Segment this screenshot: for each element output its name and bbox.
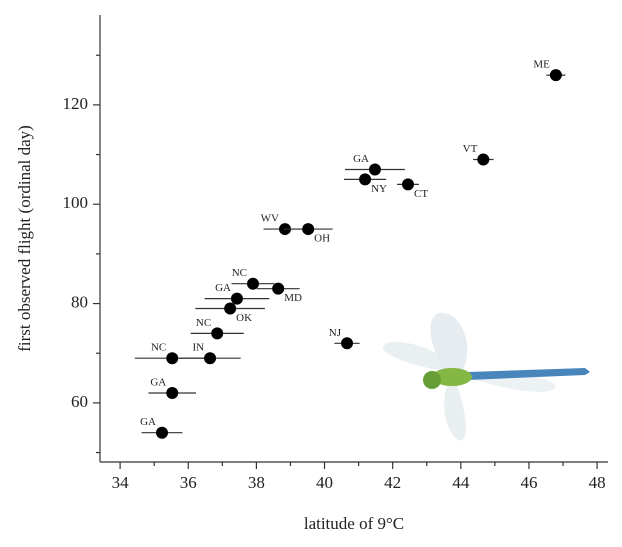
x-tick-label: 48 (589, 473, 606, 492)
point (166, 352, 179, 365)
x-tick-label: 44 (452, 473, 470, 492)
point (368, 163, 381, 176)
point (246, 277, 259, 290)
x-tick-label: 34 (112, 473, 130, 492)
point (272, 282, 285, 295)
dragonfly-illustration (382, 312, 590, 441)
point-label: NC (151, 342, 166, 354)
point (166, 386, 179, 399)
x-tick-label: 42 (384, 473, 401, 492)
point-label: WV (261, 213, 279, 225)
point (402, 178, 415, 191)
point-label: NC (232, 267, 247, 279)
point-label: MD (284, 292, 302, 304)
point (211, 327, 224, 340)
point-label: ME (533, 59, 550, 71)
point-label: IN (192, 342, 204, 354)
y-tick-label: 100 (63, 193, 89, 212)
point (224, 302, 237, 315)
x-tick-label: 46 (520, 473, 537, 492)
point-label: NY (371, 183, 387, 195)
point (302, 223, 315, 236)
point-label: GA (140, 416, 156, 428)
y-axis-label: first observed flight (ordinal day) (15, 125, 34, 352)
x-tick-label: 38 (248, 473, 265, 492)
point (549, 69, 562, 82)
point-label: GA (150, 376, 166, 388)
point-label: CT (414, 188, 428, 200)
x-tick-label: 36 (180, 473, 197, 492)
point (230, 292, 243, 305)
point (477, 153, 490, 166)
point (204, 352, 217, 365)
x-tick-label: 40 (316, 473, 333, 492)
point-label: GA (215, 282, 231, 294)
x-axis-label: latitude of 9°C (304, 514, 404, 533)
point-label: NJ (329, 327, 342, 339)
point-label: NC (196, 317, 211, 329)
point-label: GA (353, 153, 369, 165)
point-label: OH (314, 233, 330, 245)
point (341, 337, 354, 350)
y-tick-label: 120 (63, 94, 89, 113)
y-tick-label: 60 (71, 392, 88, 411)
point (156, 426, 169, 439)
y-tick-label: 80 (71, 292, 88, 311)
point-label: OK (236, 312, 252, 324)
point (359, 173, 372, 186)
point-label: VT (463, 143, 478, 155)
